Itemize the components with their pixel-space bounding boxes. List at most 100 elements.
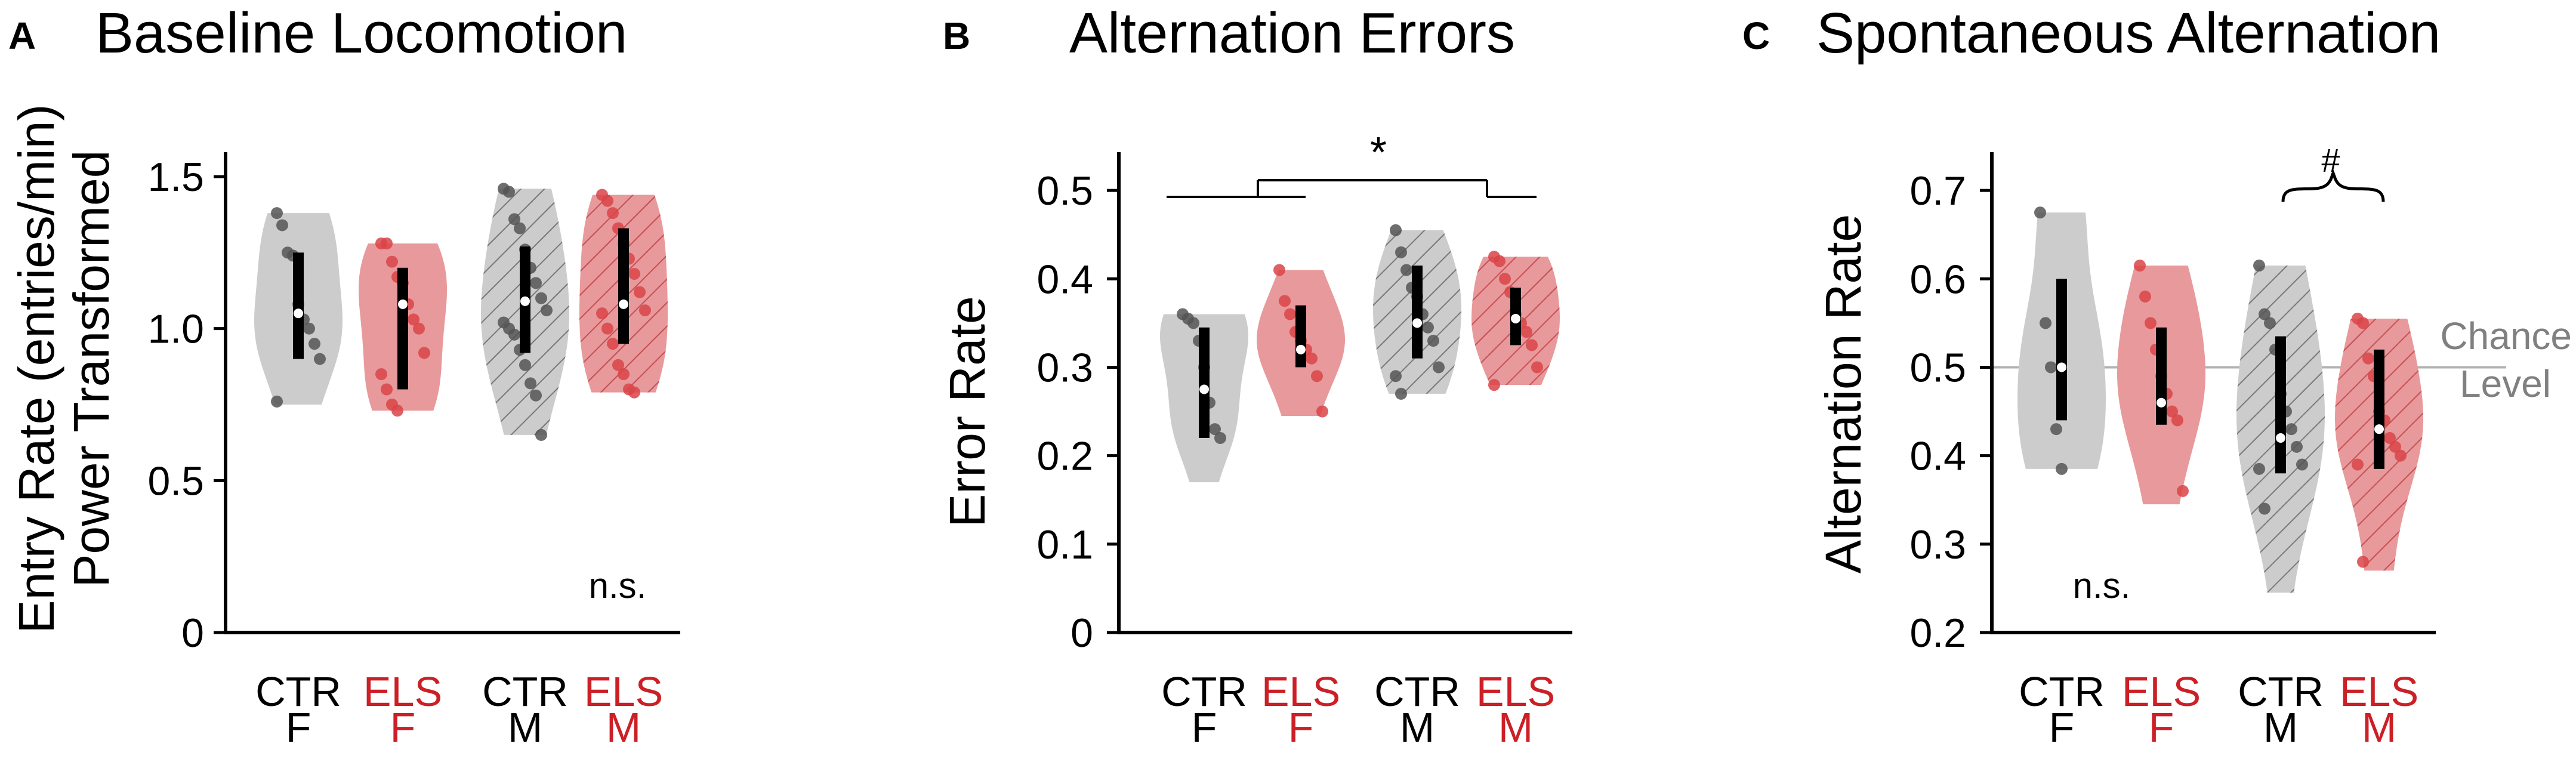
group-label-bottom: F	[1288, 704, 1314, 751]
data-point	[1395, 387, 1407, 400]
iqr-bar	[2275, 336, 2286, 474]
data-point	[308, 338, 320, 350]
median-marker	[1199, 384, 1209, 394]
iqr-bar	[397, 267, 408, 390]
data-point	[535, 428, 547, 441]
data-point	[2056, 462, 2068, 475]
group-label-bottom: M	[1400, 704, 1434, 751]
violin-ctr-m	[481, 183, 569, 441]
group-label-top: ELS	[1476, 668, 1555, 715]
panel-a-title: Baseline Locomotion	[95, 1, 627, 65]
panel-b: B Alternation Errors Error Rate 0 0.1 0.2 0…	[939, 1, 1572, 751]
data-point	[271, 207, 283, 220]
data-point	[618, 368, 630, 381]
y-tick-label: 0.6	[1909, 257, 1966, 302]
y-tick-label: 0.2	[1036, 434, 1093, 479]
data-point	[2395, 449, 2407, 462]
violin-ctr-f	[1160, 308, 1248, 483]
y-tick-label: 0.4	[1909, 434, 1966, 479]
panel-a-ylabel-line2: Power Transformed	[63, 150, 119, 588]
data-point	[525, 377, 536, 390]
violin-els-m	[579, 189, 668, 399]
median-marker	[2374, 424, 2384, 434]
data-point	[413, 322, 425, 335]
panel-c-ns: n.s.	[2073, 566, 2131, 606]
data-point	[2285, 423, 2297, 436]
panel-b-significance-star: *	[1370, 129, 1387, 177]
y-tick-label: 0	[181, 610, 204, 656]
data-point	[314, 353, 326, 365]
data-point	[2045, 361, 2057, 374]
data-point	[1279, 295, 1291, 307]
group-label-bottom: F	[2049, 704, 2075, 751]
data-point	[2352, 458, 2364, 471]
violin-ctr-m	[1373, 224, 1461, 400]
median-marker	[619, 299, 628, 309]
median-marker	[2157, 397, 2166, 408]
data-point	[2253, 462, 2265, 475]
panel-b-title: Alternation Errors	[1069, 1, 1515, 65]
median-marker	[2276, 433, 2285, 443]
data-point	[408, 313, 419, 326]
data-point	[601, 322, 613, 335]
data-point	[303, 322, 315, 335]
group-label-top: CTR	[255, 668, 341, 715]
violin-ctr-f	[2017, 206, 2106, 475]
panel-letter-a: A	[8, 14, 36, 57]
data-point	[503, 186, 515, 198]
y-tick-label: 0.5	[1909, 345, 1966, 390]
y-tick-label: 0.5	[1036, 168, 1093, 214]
y-tick-label: 1.0	[147, 307, 204, 352]
data-point	[607, 207, 619, 220]
data-point	[508, 328, 520, 341]
group-label-bottom: F	[390, 704, 416, 751]
data-point	[1209, 423, 1221, 436]
y-tick-label: 0.2	[1909, 610, 1966, 656]
data-point	[1531, 361, 1543, 374]
data-point	[386, 255, 398, 268]
data-point	[2259, 502, 2270, 515]
data-point	[1390, 370, 1402, 382]
panel-a-ylabel-line1: Entry Rate (entries/min)	[8, 104, 64, 634]
data-point	[2389, 440, 2401, 453]
y-tick-label: 0.1	[1036, 522, 1093, 567]
data-point	[1526, 339, 1538, 351]
median-marker	[1511, 313, 1520, 323]
group-label-top: CTR	[2238, 668, 2324, 715]
y-tick-label: 1.5	[147, 155, 204, 200]
data-point	[381, 383, 393, 396]
data-point	[1395, 246, 1407, 258]
iqr-bar	[618, 228, 629, 344]
data-point	[1494, 255, 1506, 267]
data-point	[508, 213, 520, 226]
violin-els-m	[2335, 312, 2423, 571]
iqr-bar	[1412, 266, 1423, 359]
iqr-bar	[2056, 279, 2067, 421]
group-label-top: ELS	[2122, 668, 2201, 715]
data-point	[612, 359, 624, 371]
data-point	[276, 219, 288, 232]
data-point	[2139, 290, 2151, 303]
data-point	[2040, 317, 2051, 329]
data-point	[1422, 321, 1434, 334]
iqr-bar	[1199, 327, 1210, 438]
data-point	[1187, 317, 1199, 329]
data-point	[381, 237, 393, 249]
group-label-top: ELS	[584, 668, 663, 715]
panel-c-title: Spontaneous Alternation	[1816, 1, 2441, 65]
group-label-top: CTR	[2019, 668, 2105, 715]
data-point	[1306, 352, 1318, 365]
violin-els-m	[1471, 251, 1560, 391]
median-marker	[398, 299, 408, 309]
data-point	[271, 395, 283, 408]
data-point	[596, 307, 608, 320]
data-point	[2296, 458, 2308, 471]
data-point	[2253, 260, 2265, 272]
y-tick-label: 0.3	[1909, 522, 1966, 567]
group-label-top: CTR	[1374, 668, 1460, 715]
data-point	[1390, 224, 1402, 236]
y-tick-label: 0.4	[1036, 257, 1093, 302]
data-point	[2362, 352, 2374, 365]
